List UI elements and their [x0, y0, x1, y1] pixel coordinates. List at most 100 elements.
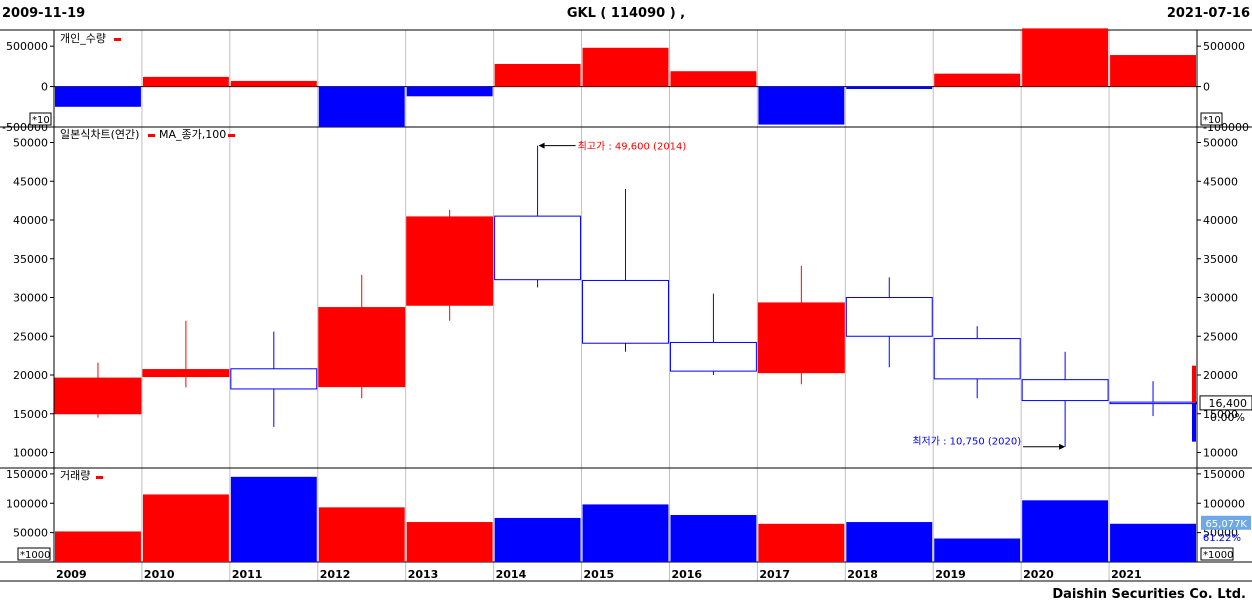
quantity-bar	[142, 76, 229, 87]
y-tick-label: 45000	[13, 175, 48, 188]
volume-bar	[1022, 500, 1109, 562]
volume-bar	[582, 504, 669, 562]
low-annotation: 최저가 : 10,750 (2020)	[912, 436, 1021, 448]
volume-bar	[406, 522, 493, 562]
candle-body	[54, 377, 142, 415]
y-tick-label: 25000	[1203, 330, 1238, 343]
scale-tag: *1000	[20, 550, 50, 561]
y-tick-label: 10000	[1203, 447, 1238, 460]
scale-tag: *1000	[1203, 550, 1233, 561]
x-tick-label: 2016	[671, 568, 702, 581]
volume-bar	[758, 523, 845, 562]
candle-body	[318, 307, 406, 388]
y-tick-label: 40000	[13, 214, 48, 227]
x-tick-label: 2009	[56, 568, 87, 581]
legend-marker	[114, 38, 121, 41]
quantity-bar	[934, 73, 1021, 87]
candle-body	[845, 297, 933, 337]
x-tick-label: 2020	[1023, 568, 1054, 581]
legend-marker	[148, 134, 155, 137]
panel-label: 일본식차트(연간)	[60, 127, 139, 141]
candle-body	[230, 368, 318, 390]
scale-tag-box	[1200, 112, 1223, 126]
low-arrowhead	[1059, 443, 1066, 450]
volume-bar	[230, 476, 317, 562]
y-tick-label: 40000	[1203, 214, 1238, 227]
volume-bar	[934, 538, 1021, 562]
end-date: 2021-07-16	[1166, 6, 1250, 21]
y-tick-label: 150000	[1203, 468, 1245, 481]
y-tick-label: 500000	[6, 40, 48, 53]
scale-tag-box	[17, 547, 51, 561]
quantity-bar	[55, 86, 141, 107]
y-tick-label: 0	[41, 81, 48, 94]
y-tick-label: 25000	[13, 330, 48, 343]
quantity-bar	[406, 86, 493, 97]
x-tick-label: 2011	[232, 568, 263, 581]
y-tick-label: 50000	[13, 137, 48, 150]
candle-body	[406, 216, 494, 306]
panel-label: MA_종가,100	[159, 128, 226, 141]
y-tick-label: 10000	[13, 447, 48, 460]
change-pct: 0.00%	[1210, 411, 1245, 424]
y-tick-label: 100000	[1203, 497, 1245, 510]
volume-bar	[55, 531, 141, 562]
quantity-bar	[846, 86, 933, 90]
y-tick-label: 500000	[1203, 40, 1245, 53]
y-tick-label: 45000	[1203, 175, 1238, 188]
x-tick-label: 2019	[935, 568, 966, 581]
quantity-bar	[494, 63, 581, 87]
panel-label: 개인_수량	[60, 32, 106, 45]
x-tick-label: 2021	[1111, 568, 1142, 581]
last-candle-marker	[1192, 365, 1196, 403]
quantity-bar	[230, 80, 317, 87]
scale-tag-box	[29, 112, 52, 126]
high-arrowhead	[538, 142, 545, 149]
x-tick-label: 2014	[496, 568, 527, 581]
scale-tag-box	[1200, 547, 1234, 561]
quantity-bar	[758, 86, 845, 125]
y-tick-label: 35000	[1203, 253, 1238, 266]
x-tick-label: 2018	[847, 568, 878, 581]
legend-marker	[96, 476, 103, 479]
y-tick-label: 15000	[1203, 408, 1238, 421]
quantity-bar	[318, 86, 405, 127]
volume-bar	[318, 507, 405, 562]
footer-brand: Daishin Securities Co. Ltd.	[1052, 587, 1246, 602]
scale-tag: *10	[1203, 115, 1221, 126]
chart-title: GKL ( 114090 ) ,	[566, 6, 686, 21]
y-tick-label: 35000	[13, 253, 48, 266]
y-tick-label: 20000	[13, 369, 48, 382]
volume-pct: 61.22%	[1203, 533, 1241, 544]
quantity-bar	[1110, 55, 1196, 87]
high-annotation: 최고가 : 49,600 (2014)	[578, 141, 687, 153]
x-tick-label: 2012	[320, 568, 351, 581]
candle-body	[757, 302, 845, 374]
y-tick-label: 30000	[1203, 292, 1238, 305]
candle-body	[142, 369, 230, 378]
volume-bar	[846, 522, 933, 562]
y-tick-label: 50000	[1203, 137, 1238, 150]
candle-body	[933, 338, 1021, 380]
candle-body	[1109, 401, 1197, 405]
y-tick-label: 100000	[6, 497, 48, 510]
last-candle-marker	[1192, 402, 1196, 442]
candle-body	[582, 279, 669, 344]
last-price: 16,400	[1209, 397, 1248, 410]
last-volume: 65,077K	[1205, 519, 1247, 530]
scale-tag: *10	[32, 115, 50, 126]
quantity-bar	[1022, 28, 1109, 87]
quantity-bar	[582, 47, 669, 87]
quantity-bar	[670, 71, 757, 87]
y-tick-label: 0	[1203, 81, 1210, 94]
y-tick-label: 20000	[1203, 369, 1238, 382]
candle-body	[494, 215, 582, 281]
candle-body	[1021, 379, 1109, 402]
panel-label: 거래량	[60, 469, 90, 482]
legend-marker	[228, 134, 235, 137]
y-tick-label: 30000	[13, 292, 48, 305]
y-tick-label: 15000	[13, 408, 48, 421]
y-tick-label: 50000	[1203, 527, 1238, 540]
candle-body	[669, 341, 757, 372]
